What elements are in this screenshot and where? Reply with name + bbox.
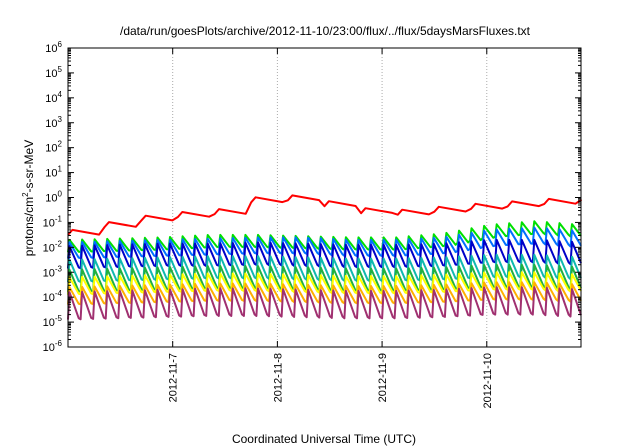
series-line [67, 271, 582, 296]
y-tick-label: 105 [45, 65, 62, 80]
y-tick-label: 10-4 [43, 289, 63, 304]
series-line [67, 226, 582, 260]
series-line [67, 238, 582, 270]
y-tick-label: 100 [45, 190, 62, 205]
y-tick-label: 10-5 [43, 314, 63, 329]
x-tick-label: 2012-11-7 [168, 353, 180, 402]
y-tick-label: 106 [45, 40, 62, 55]
y-tick-label: 104 [45, 90, 62, 105]
y-tick-label: 102 [45, 140, 62, 155]
y-tick-label: 10-1 [43, 214, 63, 229]
series-line [67, 286, 582, 321]
x-tick-label: 2012-11-10 [482, 353, 494, 408]
series-line [67, 281, 582, 306]
series-line [67, 220, 582, 253]
y-tick-label: 103 [45, 115, 62, 130]
x-tick-label: 2012-11-8 [272, 353, 284, 402]
y-tick-label: 10-2 [43, 239, 63, 254]
x-tick-label: 2012-11-9 [377, 353, 389, 402]
y-tick-label: 10-6 [43, 339, 63, 354]
series-layer [67, 194, 582, 321]
series-line [67, 253, 582, 283]
y-tick-label: 10-3 [43, 264, 63, 279]
series-line [67, 194, 582, 236]
y-tick-label: 101 [45, 165, 62, 180]
x-axis-label: Coordinated Universal Time (UTC) [232, 432, 416, 446]
chart-title: /data/run/goesPlots/archive/2012-11-10/2… [120, 24, 531, 38]
y-axis-label: protons/cm2-s-sr-MeV [21, 140, 36, 256]
